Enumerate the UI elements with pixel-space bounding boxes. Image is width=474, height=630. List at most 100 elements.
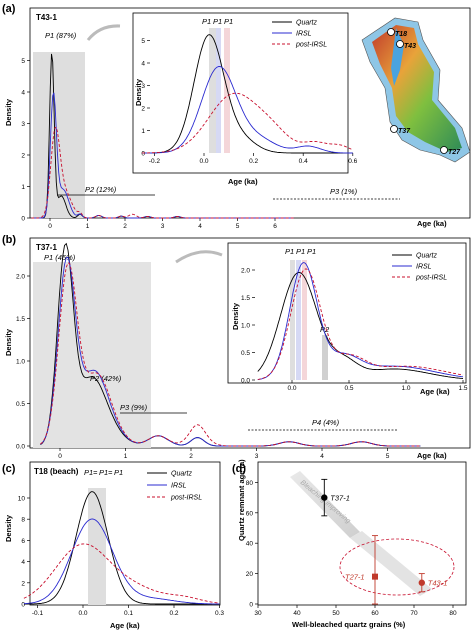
x-tick-label: 5 (386, 453, 390, 460)
panel-c-eq-1: = (93, 468, 98, 477)
panel-c-yticks: 0 2 4 6 8 10 (18, 496, 30, 609)
x-tick-label: 1 (86, 223, 90, 230)
x-tick-label: 1.0 (401, 385, 410, 392)
inset-a-shade-irsl (216, 28, 221, 153)
y-tick-label: 0.5 (241, 350, 250, 357)
y-tick-label: 0 (21, 216, 25, 223)
panel-a-ylabel: Density (4, 98, 13, 126)
panel-c-xlabel: Age (ka) (110, 621, 140, 630)
panel-a-xlabel: Age (ka) (417, 219, 447, 228)
inset-a-curves (142, 34, 353, 154)
map-pin (387, 28, 395, 36)
y-tick-label: 1 (21, 184, 25, 191)
curve-quartz (23, 491, 220, 605)
legend-label-quartz: Quartz (296, 20, 318, 27)
panel-c-curves (23, 491, 220, 605)
x-tick-label: 0.6 (348, 158, 357, 165)
panel-a-curves (31, 53, 294, 219)
inset-a-ylabel: Density (134, 78, 143, 106)
inset-b-legend: Quartz IRSL post-IRSL (392, 253, 447, 282)
panel-d-label: (d) (232, 463, 246, 475)
x-tick-label: 3 (161, 223, 165, 230)
y-tick-label: 2 (21, 153, 25, 160)
x-tick-label: 0.0 (287, 385, 296, 392)
map-pin-label: T27 (448, 149, 461, 156)
y-tick-label: 2.0 (241, 268, 250, 275)
y-tick-label: 1.5 (16, 316, 25, 323)
y-tick-label: 20 (246, 571, 254, 578)
map-pin-label: T43 (404, 43, 416, 50)
panel-a-zoom-arrow (86, 24, 121, 41)
panel-b-inset: P1 P1 P1 P2 Density Age (ka) 0.0 0.5 1.0 1.… (227, 242, 468, 396)
y-tick-label: 1.0 (241, 323, 250, 330)
curve-post-irsl (31, 126, 294, 219)
x-tick-label: 3 (255, 453, 259, 460)
y-tick-label: 2 (141, 106, 145, 113)
panel-d-xticks: 30 40 50 60 70 80 (254, 605, 457, 617)
inset-curve-quartz (142, 34, 353, 154)
inset-b-shade-pirsl (302, 260, 307, 380)
y-tick-label: 0 (141, 151, 145, 158)
curve-post-irsl (23, 543, 220, 604)
map-pin (440, 146, 448, 154)
panel-b-inset-frame (227, 242, 467, 384)
panel-d-xlabel: Well-bleached quartz grains (%) (292, 620, 406, 629)
y-tick-label: 10 (18, 496, 26, 503)
legend-label-post_irsl: post-IRSL (415, 275, 447, 282)
panel-a-shade (33, 52, 85, 218)
panel-b-ylabel: Density (4, 328, 13, 356)
y-tick-label: 0 (21, 602, 25, 609)
y-tick-label: 4 (21, 559, 25, 566)
inset-curve-quartz (257, 271, 464, 379)
point-marker (372, 573, 378, 580)
legend-label-post_irsl: post-IRSL (295, 42, 327, 49)
point-marker (321, 494, 328, 501)
panel-c-ylabel: Density (4, 514, 13, 542)
map-pins: T18 T43 T37 T27 (387, 28, 461, 156)
panel-c-xticks: -0.1 0.0 0.1 0.2 0.3 (32, 605, 224, 617)
y-tick-label: 2 (21, 580, 25, 587)
map-pin (390, 125, 398, 133)
inset-a-yticks: 0 1 2 3 4 5 (141, 38, 150, 158)
y-tick-label: 60 (246, 510, 254, 517)
map-pin (396, 40, 404, 48)
panel-c-label: (c) (2, 463, 16, 475)
inset-b-shade-quartz (290, 260, 295, 380)
x-tick-label: 6 (273, 223, 277, 230)
x-tick-label: 0.0 (78, 610, 87, 617)
x-tick-label: 4 (320, 453, 324, 460)
x-tick-label: 5 (236, 223, 240, 230)
curve-post-irsl (40, 262, 421, 447)
y-tick-label: 40 (246, 541, 254, 548)
panel-c-frame (29, 461, 221, 606)
inset-b-shade-irsl (296, 260, 301, 380)
panel-a-xticks: 0 1 2 3 4 5 6 (48, 218, 277, 230)
inset-a-xticks: -0.2 0.0 0.2 0.4 0.6 (149, 153, 358, 165)
panel-a-p1: P1 (87%) (45, 31, 77, 40)
y-tick-label: 2.0 (16, 274, 25, 281)
site-map: T18 T43 T37 T27 (361, 17, 471, 163)
panel-c: (c) T18 (beach) P1 = P1 = P1 Density Age… (2, 461, 224, 630)
x-tick-label: -0.1 (32, 610, 44, 617)
inset-a-p1-irsl: P1 (213, 17, 222, 26)
x-tick-label: 0.0 (199, 158, 208, 165)
panel-d-yticks: 0 20 40 60 80 (246, 480, 258, 609)
point-label: T37-1 (330, 494, 350, 503)
x-tick-label: 40 (293, 610, 301, 617)
x-tick-label: 0.2 (249, 158, 258, 165)
point-label: T27-1 (345, 573, 365, 582)
x-tick-label: 0.2 (169, 610, 178, 617)
panel-d-bleach-band (290, 471, 360, 538)
x-tick-label: 30 (254, 610, 262, 617)
y-tick-label: 3 (141, 83, 145, 90)
panel-d-bleach-band-tail (350, 531, 432, 596)
x-tick-label: 0.3 (215, 610, 224, 617)
x-tick-label: 2 (123, 223, 127, 230)
panel-a-p3: P3 (1%) (330, 187, 358, 196)
y-tick-label: 5 (21, 58, 25, 65)
inset-a-p1-quartz: P1 (202, 17, 211, 26)
panel-b-p4: P4 (4%) (312, 418, 340, 427)
panel-d-cluster-ellipse (339, 538, 455, 596)
inset-b-p1-irsl: P1 (296, 247, 305, 256)
